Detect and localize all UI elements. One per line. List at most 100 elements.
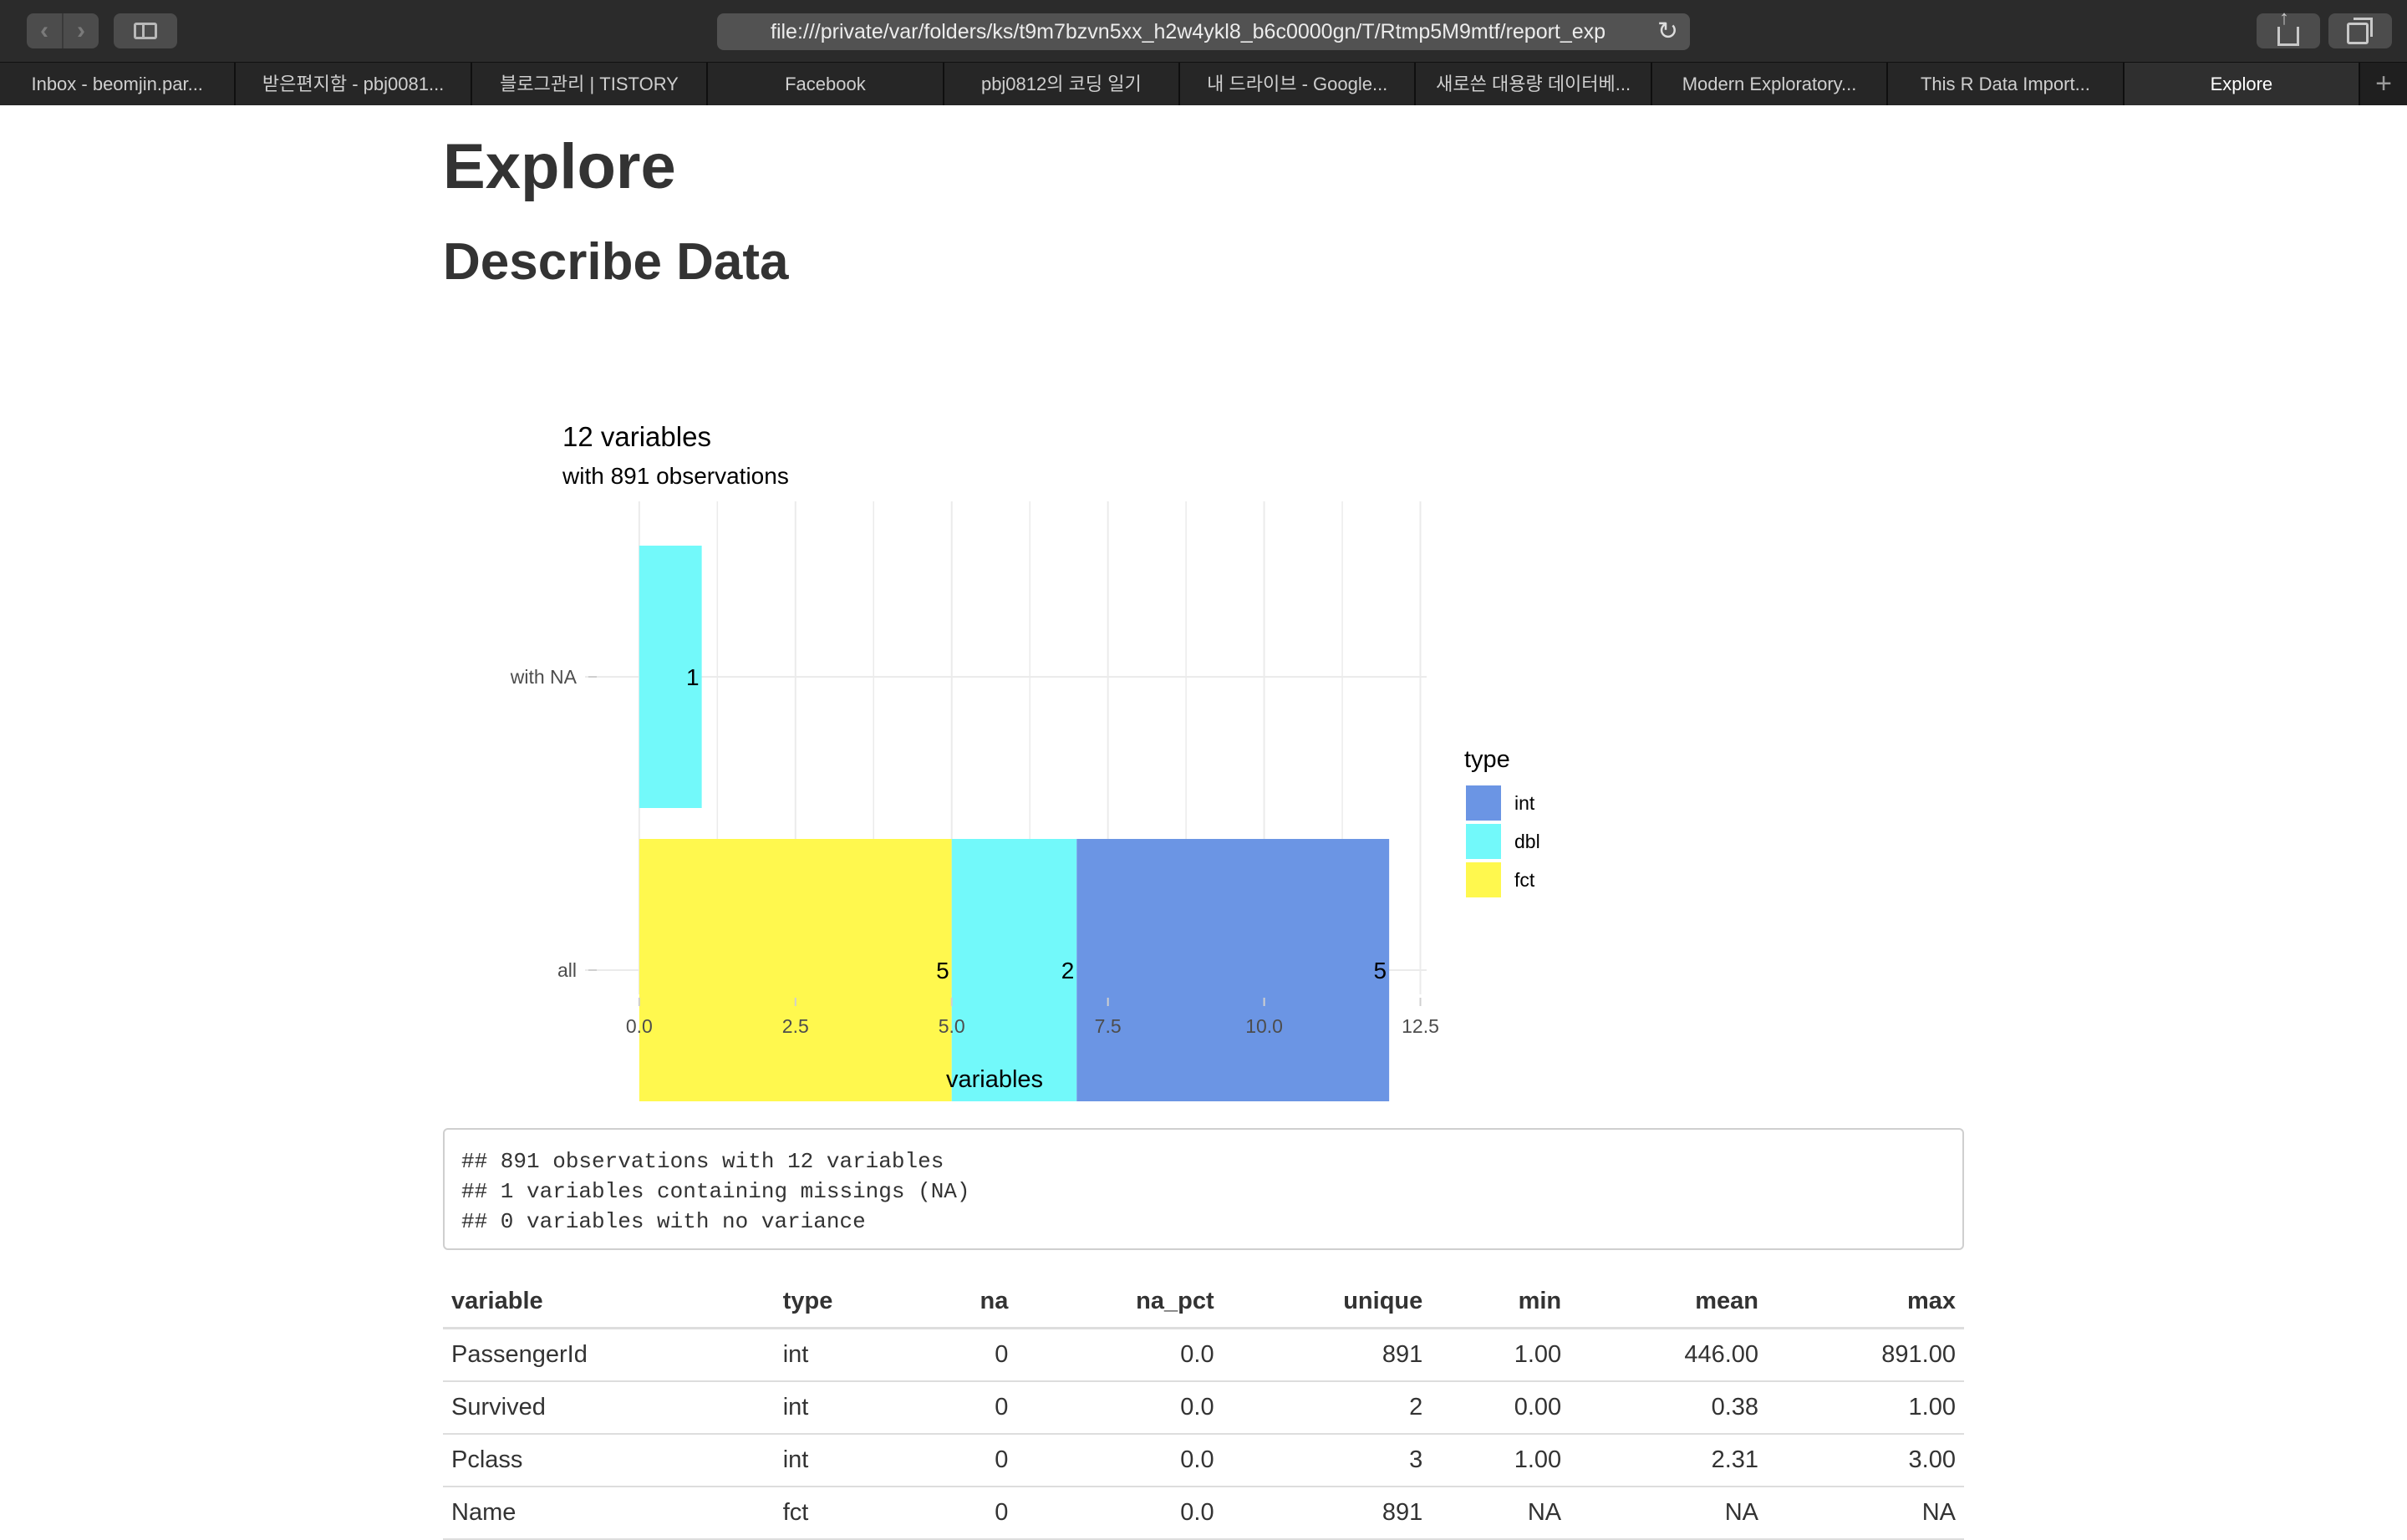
y-tick-label: with NA (510, 666, 578, 688)
table-cell: 0.0 (1016, 1381, 1223, 1435)
table-cell: 3.00 (1767, 1434, 1964, 1487)
table-cell: 0.0 (1016, 1434, 1223, 1487)
tabs-overview-icon (2347, 18, 2373, 44)
table-row: PassengerId int 0 0.0 891 1.00 446.00 891.00 (443, 1328, 1964, 1382)
x-axis-title: variables (946, 1066, 1043, 1093)
table-cell: 0.00 (1431, 1381, 1570, 1435)
column-header-5: min (1431, 1275, 1570, 1329)
legend-label-int: int (1514, 792, 1535, 814)
y-tick-label: all (557, 959, 577, 981)
table-cell: 891 (1222, 1487, 1432, 1540)
x-tick-label: 0.0 (626, 1015, 653, 1037)
chart-title: 12 variables (562, 421, 711, 452)
new-tab-button[interactable]: + (2375, 68, 2392, 99)
tab-mail-inbox[interactable]: 받은편지함 - pbj0081... (236, 63, 472, 106)
bar-value-label: 2 (1061, 958, 1075, 983)
describe-table: variable type na na_pct unique min mean max Pas… (443, 1275, 1964, 1540)
reload-icon[interactable]: ↻ (1656, 18, 1678, 45)
tab-r-data-import[interactable]: This R Data Import... (1888, 63, 2125, 106)
tab-coding-diary[interactable]: pbj0812의 코딩 일기 (944, 63, 1181, 106)
table-cell: 0.38 (1570, 1381, 1768, 1435)
x-tick-label: 12.5 (1402, 1015, 1439, 1037)
column-header-3: na_pct (1016, 1275, 1223, 1329)
describe-data-chart: 12 variables with 891 observations 15 2 5 … (510, 421, 1540, 1101)
bar-value-label: 5 (936, 958, 949, 983)
share-button[interactable] (2257, 7, 2320, 48)
chart-x-axis: 0.0 2.5 5.0 7.5 10.0 12.5 (626, 998, 1439, 1037)
summary-line: ## 0 variables with no variance (461, 1209, 866, 1234)
chart-bar-labels: 15 2 5 (686, 664, 1387, 983)
table-cell: int (774, 1328, 919, 1382)
legend-label-fct: fct (1514, 869, 1535, 891)
table-cell: Name (443, 1487, 775, 1540)
table-cell: NA (1570, 1487, 1768, 1540)
table-cell: 1.00 (1431, 1328, 1570, 1382)
table-cell: 891 (1222, 1328, 1432, 1382)
sidebar-toggle-button[interactable] (114, 13, 177, 48)
table-cell: 0.0 (1016, 1328, 1223, 1382)
legend-swatch-fct (1466, 862, 1501, 897)
tab-google-drive[interactable]: 내 드라이브 - Google... (1180, 63, 1417, 106)
tab-facebook[interactable]: Facebook (708, 63, 944, 106)
table-cell: 2 (1222, 1381, 1432, 1435)
tab-inbox[interactable]: Inbox - beomjin.par... (0, 63, 237, 106)
summary-line: ## 1 variables containing missings (NA) (461, 1179, 970, 1204)
table-cell: 446.00 (1570, 1328, 1768, 1382)
x-tick-label: 10.0 (1245, 1015, 1283, 1037)
summary-line: ## 891 observations with 12 variables (461, 1149, 944, 1174)
address-bar[interactable]: file:///private/var/folders/ks/t9m7bzvn5… (717, 13, 1690, 50)
table-cell: int (774, 1434, 919, 1487)
legend-title: type (1464, 746, 1510, 773)
chart-y-axis: with NA all (510, 666, 597, 981)
x-tick-label: 5.0 (939, 1015, 965, 1037)
table-row: Survived int 0 0.0 2 0.00 0.38 1.00 (443, 1381, 1964, 1435)
x-tick-label: 7.5 (1095, 1015, 1122, 1037)
section-title: Describe Data (443, 233, 789, 291)
table-cell: 3 (1222, 1434, 1432, 1487)
table-cell: NA (1431, 1487, 1570, 1540)
x-tick-label: 2.5 (782, 1015, 809, 1037)
table-cell: int (774, 1381, 919, 1435)
table-cell: 1.00 (1767, 1381, 1964, 1435)
table-cell: 0 (919, 1328, 1017, 1382)
column-header-7: max (1767, 1275, 1964, 1329)
tab-modern-exploratory[interactable]: Modern Exploratory... (1651, 63, 1889, 106)
chevron-left-icon: ‹ (40, 17, 48, 44)
table-cell: 0 (919, 1381, 1017, 1435)
legend-label-dbl: dbl (1514, 831, 1540, 852)
bar-fct-1 (639, 839, 952, 1101)
browser-toolbar: ‹ › file:///private/var/folders/ks/t9m7b… (0, 0, 2407, 62)
table-cell: Pclass (443, 1434, 775, 1487)
bar-dbl-0 (639, 546, 702, 808)
legend-swatch-dbl (1466, 824, 1501, 859)
table-body: PassengerId int 0 0.0 891 1.00 446.00 891.00 Sur… (443, 1328, 1964, 1540)
bar-value-label: 5 (1374, 958, 1387, 983)
table-cell: fct (774, 1487, 919, 1540)
page-title: Explore (443, 131, 676, 202)
tab-explore[interactable]: Explore (2124, 63, 2361, 106)
tab-database[interactable]: 새로쓴 대용량 데이터베... (1416, 63, 1652, 106)
column-header-4: unique (1222, 1275, 1432, 1329)
share-icon (2277, 7, 2299, 46)
table-header-row: variable type na na_pct unique min mean max (443, 1275, 1964, 1329)
table-cell: Survived (443, 1381, 775, 1435)
page-content: Explore Describe Data 12 variables with … (0, 105, 2407, 1540)
table-cell: 1.00 (1431, 1434, 1570, 1487)
column-header-1: type (774, 1275, 919, 1329)
chevron-right-icon: › (77, 17, 85, 44)
legend-swatch-int (1466, 785, 1501, 821)
url-text[interactable]: file:///private/var/folders/ks/t9m7bzvn5… (771, 20, 1606, 43)
column-header-6: mean (1570, 1275, 1768, 1329)
back-button[interactable]: ‹ (27, 13, 62, 48)
show-tabs-button[interactable] (2328, 13, 2392, 48)
table-cell: 0.0 (1016, 1487, 1223, 1540)
bar-dbl-1 (951, 839, 1077, 1101)
column-header-2: na (919, 1275, 1017, 1329)
chart-bars (639, 546, 1390, 1101)
table-cell: NA (1767, 1487, 1964, 1540)
forward-button[interactable]: › (62, 13, 99, 48)
summary-output: ## 891 observations with 12 variables ##… (443, 1128, 1964, 1250)
tab-tistory[interactable]: 블로그관리 | TISTORY (471, 63, 709, 106)
table-row: Name fct 0 0.0 891 NA NA NA (443, 1487, 1964, 1540)
